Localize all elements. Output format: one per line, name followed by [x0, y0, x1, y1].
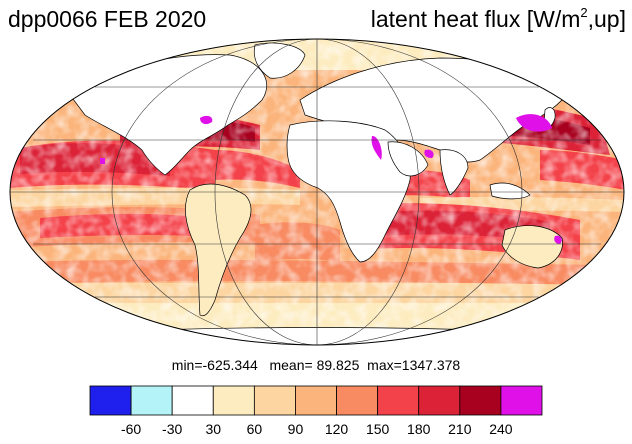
stats-mean: 89.825: [316, 357, 360, 373]
spot-gulfstream: [200, 115, 213, 125]
colorbar-swatch-5: [295, 385, 337, 416]
colorbar-swatch-9: [459, 385, 502, 416]
colorbar-tick-label: -30: [162, 421, 183, 437]
colorbar-tick-label: 120: [324, 421, 349, 437]
colorbar-swatch-7: [377, 385, 420, 416]
colorbar-tick-label: 150: [365, 421, 390, 437]
stats-max: 1347.378: [401, 357, 461, 373]
colorbar-tick-label: 60: [246, 421, 263, 437]
field-texture: [10, 39, 624, 345]
colorbar: [89, 385, 543, 416]
stats-min: -625.344: [202, 357, 258, 373]
colorbar-tick-label: 240: [489, 421, 513, 437]
land-indonesia: [489, 182, 531, 200]
colorbar-tick-label: 210: [448, 421, 472, 437]
colorbar-swatch-4: [253, 385, 296, 416]
land-greenland: [253, 42, 306, 79]
colorbar-swatch-2: [171, 385, 214, 416]
land-india: [439, 149, 469, 196]
stats-min-label: min=: [171, 357, 203, 373]
colorbar-swatch-8: [418, 385, 461, 416]
world-map: [9, 38, 625, 346]
colorbar-tick-label: 180: [407, 421, 431, 437]
plot-title-left: dpp0066 FEB 2020: [8, 6, 207, 32]
colorbar-swatch-10: [500, 385, 543, 416]
spot-coral-sea: [554, 235, 562, 244]
colorbar-tick-label: -60: [120, 421, 142, 437]
plot-title-right: latent heat flux [W/m2,up]: [370, 5, 626, 33]
colorbar-swatch-3: [212, 385, 255, 416]
land-north-america: [69, 54, 268, 176]
land-south-america: [185, 183, 252, 317]
colorbar-tick-label: 90: [287, 421, 304, 437]
colorbar-swatch-6: [336, 385, 379, 416]
land-australia: [501, 225, 563, 269]
stats-mean-label: mean=: [269, 357, 313, 373]
spot-red-sea: [371, 135, 382, 160]
spot-kuroshio: [516, 114, 552, 132]
title-right-superscript: 2: [580, 5, 588, 21]
colorbar-swatch-1: [130, 385, 173, 416]
colorbar-tick-label: 30: [205, 421, 222, 437]
colorbar-swatch-0: [89, 385, 132, 416]
title-right-suffix: ,up]: [587, 6, 626, 32]
globe-outline: [9, 38, 625, 346]
spot-gulf: [424, 149, 434, 158]
land-arabia: [387, 141, 429, 177]
high-flux-spots: [100, 114, 562, 244]
spot-npac: [100, 158, 105, 164]
map-field: [10, 39, 624, 345]
stats-max-label: max=: [367, 357, 402, 373]
land-antarctica: [59, 327, 581, 345]
stats-line: min=-625.344 mean= 89.825 max=1347.378: [0, 357, 632, 373]
title-right-prefix: latent heat flux [W/m: [370, 6, 581, 32]
